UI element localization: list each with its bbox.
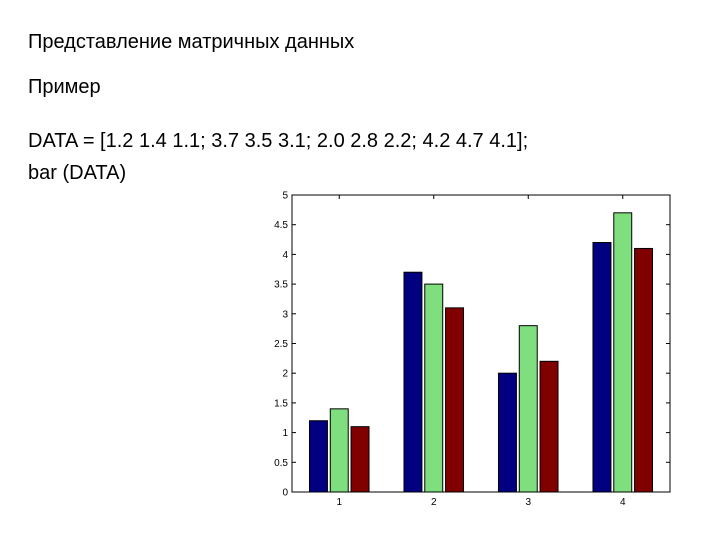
bar-series-group [308, 212, 654, 493]
y-axis: 0 0.5 1 1.5 2 2.5 3 3.5 4 4.5 5 [274, 191, 670, 499]
bar-series-2-cat-2 [424, 283, 444, 493]
y-tick-label: 3.5 [274, 280, 288, 291]
slide-subtitle: Пример [28, 76, 101, 98]
y-tick-label: 4.5 [274, 220, 288, 231]
bar-series-1-cat-4 [592, 242, 612, 493]
slide-title: Представление матричных данных [28, 31, 355, 53]
y-tick-label: 2 [282, 369, 288, 380]
bar-series-3-cat-1 [350, 426, 370, 493]
y-tick-label: 4 [282, 250, 288, 261]
y-tick-label: 0 [282, 488, 288, 499]
bar-series-2-cat-1 [329, 408, 349, 493]
bar-chart: 0 0.5 1 1.5 2 2.5 3 3.5 4 4.5 5 1 2 3 4 [274, 191, 671, 508]
x-tick-label: 1 [336, 497, 342, 508]
y-tick-label: 1 [282, 428, 288, 439]
y-tick-label: 2.5 [274, 339, 288, 350]
y-tick-label: 1.5 [274, 398, 288, 409]
bar-series-3-cat-4 [634, 247, 654, 493]
bar-series-1-cat-2 [403, 271, 423, 493]
x-tick-label: 2 [431, 497, 437, 508]
y-tick-label: 5 [282, 191, 288, 202]
bar-series-1-cat-1 [308, 420, 328, 493]
y-tick-label: 3 [282, 309, 288, 320]
bar-series-1-cat-3 [497, 372, 517, 493]
x-tick-label: 3 [525, 497, 531, 508]
bar-series-3-cat-2 [445, 307, 465, 493]
x-tick-label: 4 [620, 497, 626, 508]
y-tick-label: 0.5 [274, 458, 288, 469]
code-line-bar: bar (DATA) [28, 162, 127, 184]
bar-series-3-cat-3 [539, 360, 559, 493]
bar-series-2-cat-3 [518, 325, 538, 493]
bar-series-2-cat-4 [613, 212, 633, 493]
code-line-data: DATA = [1.2 1.4 1.1; 3.7 3.5 3.1; 2.0 2.… [28, 130, 529, 152]
